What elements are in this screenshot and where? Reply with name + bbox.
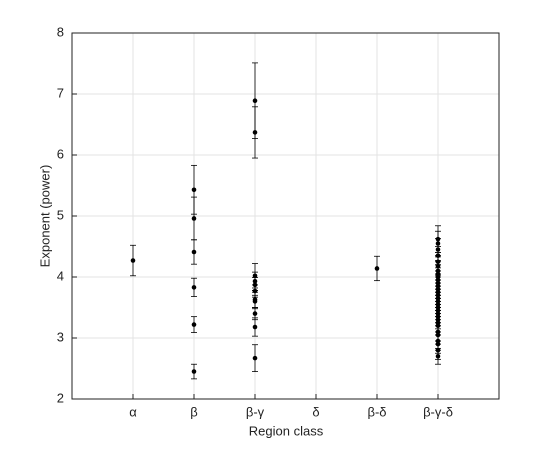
point <box>252 299 258 304</box>
x-tick-label: β-δ <box>367 404 386 419</box>
y-tick-label: 3 <box>57 329 64 344</box>
y-tick-label: 5 <box>57 207 64 222</box>
point <box>374 266 380 271</box>
y-tick-label: 2 <box>57 390 64 405</box>
y-tick-label: 4 <box>57 268 64 283</box>
point <box>252 130 258 135</box>
x-tick-label: δ <box>312 404 319 419</box>
point <box>435 354 441 359</box>
point <box>252 324 258 330</box>
point <box>191 216 197 221</box>
point <box>130 258 136 263</box>
x-tick-label: β-γ <box>246 404 265 419</box>
point <box>191 187 197 193</box>
point <box>252 355 258 361</box>
x-tick-label: β-γ-δ <box>423 404 453 419</box>
y-tick-label: 6 <box>57 146 64 161</box>
y-tick-label: 7 <box>57 85 64 100</box>
plot-frame <box>71 32 500 400</box>
point <box>191 285 197 290</box>
y-tick-label: 8 <box>57 24 64 39</box>
x-axis-label: Region class <box>249 423 324 438</box>
point <box>191 369 197 374</box>
point <box>252 98 258 104</box>
point <box>191 322 197 327</box>
point <box>252 311 258 316</box>
x-tick-label: α <box>129 404 137 419</box>
y-axis-label: Exponent (power) <box>37 165 52 268</box>
x-tick-label: β <box>190 404 197 419</box>
point <box>191 249 197 255</box>
